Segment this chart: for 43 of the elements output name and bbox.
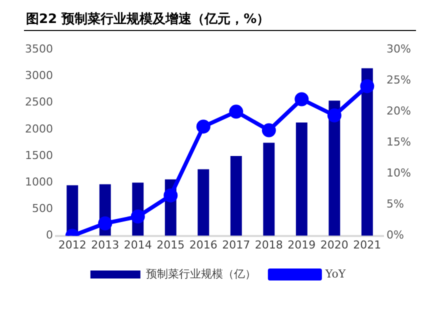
y-tick-label: 3500 [24,42,53,56]
x-tick-label: 2020 [320,238,348,252]
point [196,120,210,134]
bar [263,142,275,236]
point [294,92,309,106]
point [164,188,178,202]
y-tick-label: 0 [46,228,53,242]
point [262,123,276,138]
y2-tick-label: 25% [386,73,412,86]
y-tick-label: 2500 [24,96,53,109]
y2-tick-label: 0% [386,228,404,242]
y-tick-label: 500 [32,202,53,216]
x-tick-label: 2018 [254,238,283,252]
point [327,108,342,122]
legend-label: 预制菜行业规模（亿） [146,267,256,280]
y2-tick-label: 20% [386,104,412,118]
x-tick-label: 2014 [124,238,152,252]
bar [296,122,308,236]
bar [328,100,340,236]
point [229,104,244,119]
x-tick-label: 2021 [353,238,382,252]
x-tick-label: 2015 [156,238,185,252]
x-tick-label: 2012 [58,238,86,252]
bar [198,169,210,236]
legend-label: YoY [324,267,346,280]
point [98,216,112,230]
x-tick-label: 2019 [288,238,316,252]
y-tick-label: 1000 [24,175,53,188]
bar [361,68,373,236]
x-tick-label: 2013 [91,238,120,252]
x-tick-label: 2016 [189,238,218,252]
y-tick-label: 1500 [24,148,53,162]
x-tick-label: 2017 [222,238,250,252]
chart-title: 图22 预制菜行业规模及增速（亿元，%） [26,11,270,28]
point [130,210,145,224]
y-tick-label: 2000 [24,122,53,136]
bar [230,156,242,236]
point [360,79,374,94]
y2-tick-label: 10% [386,166,412,180]
y2-tick-label: 15% [386,136,412,149]
y-tick-label: 3000 [24,69,53,82]
y2-tick-label: 30% [386,42,412,56]
y2-tick-label: 5% [386,198,404,211]
